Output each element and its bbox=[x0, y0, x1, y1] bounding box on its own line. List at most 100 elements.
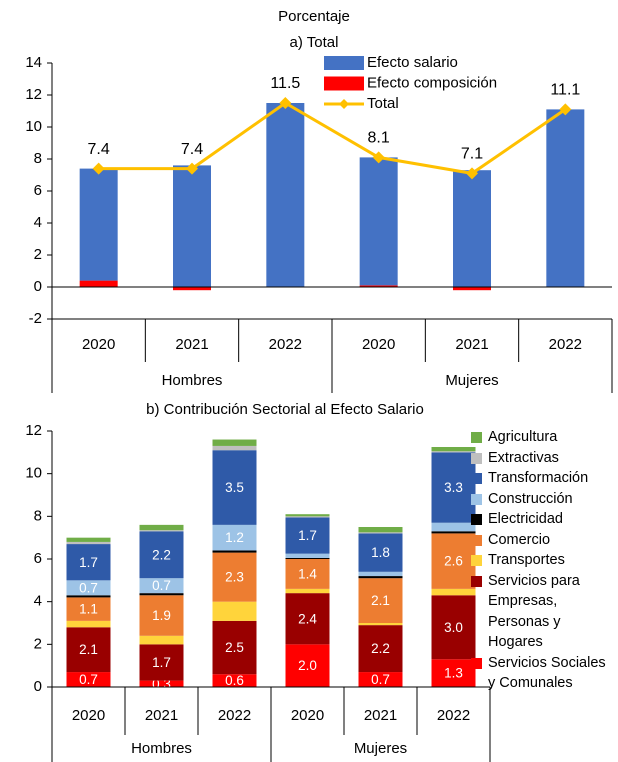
page-title: Porcentaje bbox=[278, 8, 350, 25]
bar-segment bbox=[79, 280, 118, 287]
data-label: 2.2 bbox=[371, 641, 390, 656]
legend-swatch bbox=[471, 514, 482, 525]
legend-item: Transformación bbox=[471, 468, 618, 489]
bar-segment bbox=[453, 170, 491, 287]
data-label: 3.0 bbox=[444, 620, 463, 635]
legend-item: Comercio bbox=[471, 530, 618, 551]
data-label: 3.5 bbox=[225, 480, 244, 495]
x-tick-label: 2021 bbox=[455, 336, 488, 353]
legend-label: Transportes bbox=[488, 552, 565, 568]
line bbox=[98, 101, 567, 175]
bar-segment bbox=[139, 595, 184, 636]
y-tick-label: 12 bbox=[25, 422, 42, 439]
bar-segment bbox=[453, 287, 491, 291]
legend-label: Efecto composición bbox=[367, 74, 497, 91]
bar-segment bbox=[285, 514, 330, 517]
data-label: 0.7 bbox=[79, 672, 98, 687]
data-label: 1.1 bbox=[79, 602, 98, 617]
bar-segment bbox=[212, 620, 257, 675]
y-tick-label: 2 bbox=[34, 635, 42, 652]
bar-segment bbox=[139, 530, 184, 532]
bar-segment bbox=[139, 644, 184, 681]
legend-swatch bbox=[471, 575, 482, 587]
bar-segment bbox=[358, 576, 403, 579]
legend-item: Construcción bbox=[471, 489, 618, 510]
legend-label: Construcción bbox=[488, 490, 573, 507]
bar-segment bbox=[358, 527, 403, 533]
legend-swatch bbox=[471, 473, 482, 484]
data-label: 8.1 bbox=[368, 130, 390, 147]
x-tick-label: 2022 bbox=[218, 707, 251, 724]
x-tick-label: 2021 bbox=[175, 336, 208, 353]
data-label: 7.4 bbox=[88, 141, 110, 158]
bar-segment bbox=[66, 597, 111, 621]
bar-segment bbox=[212, 550, 257, 553]
data-label: 1.7 bbox=[152, 655, 171, 670]
data-label: 2.1 bbox=[79, 642, 98, 657]
bar-segment bbox=[139, 578, 184, 594]
y-tick-label: 0 bbox=[34, 278, 42, 295]
x-tick-label: 2022 bbox=[437, 707, 470, 724]
y-tick-label: 4 bbox=[34, 593, 42, 610]
legend-label: Total bbox=[367, 95, 399, 112]
data-label: 0.7 bbox=[152, 578, 171, 593]
bar-segment bbox=[358, 625, 403, 673]
legend-item: Transportes bbox=[471, 550, 618, 571]
marker bbox=[186, 162, 198, 175]
bar-segment bbox=[139, 680, 184, 687]
bar-segment bbox=[66, 620, 111, 628]
y-tick-label: 10 bbox=[25, 118, 42, 135]
legend-item: Servicios para Empresas, Personas y Hoga… bbox=[471, 571, 618, 653]
y-tick-label: 14 bbox=[25, 54, 42, 71]
bar-segment bbox=[431, 595, 476, 660]
data-label: 2.2 bbox=[152, 547, 171, 562]
marker bbox=[466, 167, 478, 180]
bar-segment bbox=[546, 109, 585, 288]
bar-segment bbox=[358, 623, 403, 626]
bar-segment bbox=[285, 559, 330, 589]
data-label: 2.6 bbox=[444, 554, 463, 569]
bar-segment bbox=[212, 439, 257, 446]
bar-segment bbox=[66, 537, 111, 542]
data-label: 7.1 bbox=[461, 146, 483, 163]
legend-item: Extractivas bbox=[471, 448, 618, 469]
bar-segment bbox=[212, 601, 257, 621]
y-tick-label: -2 bbox=[29, 310, 42, 327]
bar-segment bbox=[431, 588, 476, 596]
legend-label: Servicios para Empresas, Personas y Hoga… bbox=[488, 572, 580, 651]
data-label: 1.7 bbox=[79, 555, 98, 570]
data-label: 0.6 bbox=[225, 673, 244, 688]
bar-segment bbox=[66, 541, 111, 545]
legend-label: Servicios Sociales y Comunales bbox=[488, 654, 606, 692]
bar-segment bbox=[173, 287, 211, 291]
x-tick-label: 2022 bbox=[549, 336, 582, 353]
y-tick-label: 0 bbox=[34, 678, 42, 695]
data-label: 7.4 bbox=[181, 141, 203, 158]
legend-swatch bbox=[471, 432, 482, 443]
chart-title: b) Contribución Sectorial al Efecto Sala… bbox=[146, 401, 424, 418]
bar-segment bbox=[431, 533, 476, 589]
bar-segment bbox=[79, 168, 118, 281]
legend-label: Efecto salario bbox=[367, 54, 458, 71]
group-label: Hombres bbox=[131, 740, 192, 757]
bar-segment bbox=[431, 451, 476, 453]
data-label: 2.1 bbox=[371, 593, 390, 608]
legend-swatch bbox=[324, 56, 364, 70]
legend-swatch bbox=[471, 493, 482, 505]
bar-segment bbox=[66, 672, 111, 687]
y-tick-label: 8 bbox=[34, 507, 42, 524]
bar-segment bbox=[358, 533, 403, 572]
bar-segment bbox=[359, 157, 398, 286]
y-tick-label: 12 bbox=[25, 86, 42, 103]
data-label: 1.7 bbox=[298, 528, 317, 543]
marker bbox=[559, 103, 572, 116]
data-label: 2.4 bbox=[298, 611, 317, 626]
data-label: 1.9 bbox=[152, 608, 171, 623]
bar-segment bbox=[173, 165, 211, 287]
data-label: 1.4 bbox=[298, 566, 317, 581]
bar-segment bbox=[66, 627, 111, 673]
legend-marker bbox=[339, 99, 349, 109]
bar-segment bbox=[285, 516, 330, 518]
